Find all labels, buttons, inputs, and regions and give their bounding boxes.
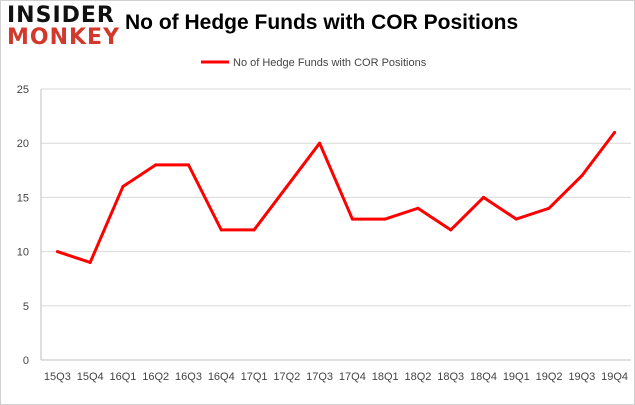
data-point [482, 195, 485, 199]
logo-line-1: INSIDER [7, 3, 115, 28]
x-tick-label: 16Q2 [142, 371, 169, 383]
data-point [613, 130, 617, 134]
data-point [383, 217, 387, 221]
data-point [219, 228, 223, 232]
data-point [187, 163, 190, 167]
x-tick-label: 15Q3 [44, 371, 71, 383]
x-tick-label: 18Q4 [470, 371, 497, 383]
y-tick-label: 20 [17, 138, 29, 150]
data-point [514, 217, 518, 221]
data-point [121, 185, 125, 189]
data-point [318, 141, 322, 145]
chart-title: No of Hedge Funds with COR Positions [125, 11, 519, 34]
series-line [56, 131, 616, 264]
x-tick-label: 17Q3 [306, 371, 333, 383]
x-tick-label: 16Q3 [175, 371, 202, 383]
x-tick-label: 19Q1 [503, 371, 530, 383]
x-tick-label: 19Q3 [568, 371, 595, 383]
x-tick-label: 16Q1 [109, 371, 136, 383]
x-tick-label: 19Q4 [601, 371, 628, 383]
x-tick-label: 17Q4 [339, 371, 366, 383]
y-tick-label: 0 [23, 355, 29, 367]
data-point [449, 228, 453, 232]
data-point [350, 217, 354, 221]
data-point [285, 185, 289, 189]
insider-monkey-logo: INSIDER MONKEY [7, 5, 120, 49]
legend-label: No of Hedge Funds with COR Positions [233, 57, 427, 69]
data-point [252, 228, 256, 232]
x-tick-label: 15Q4 [77, 371, 104, 383]
x-tick-label: 19Q2 [536, 371, 563, 383]
data-point [547, 206, 551, 210]
data-point [416, 206, 420, 210]
y-tick-label: 10 [17, 247, 29, 259]
x-tick-label: 18Q1 [372, 371, 399, 383]
x-tick-label: 17Q2 [273, 371, 300, 383]
logo-line-2: MONKEY [7, 25, 121, 50]
x-tick-label: 16Q4 [208, 371, 235, 383]
data-point [154, 163, 158, 167]
data-point [580, 174, 584, 178]
y-tick-label: 25 [17, 84, 29, 96]
y-tick-label: 15 [17, 192, 29, 204]
x-tick-label: 18Q2 [404, 371, 431, 383]
data-point [55, 250, 59, 254]
y-tick-label: 5 [23, 301, 29, 313]
x-tick-label: 17Q1 [241, 371, 268, 383]
data-point [88, 260, 92, 264]
x-tick-label: 18Q3 [437, 371, 464, 383]
